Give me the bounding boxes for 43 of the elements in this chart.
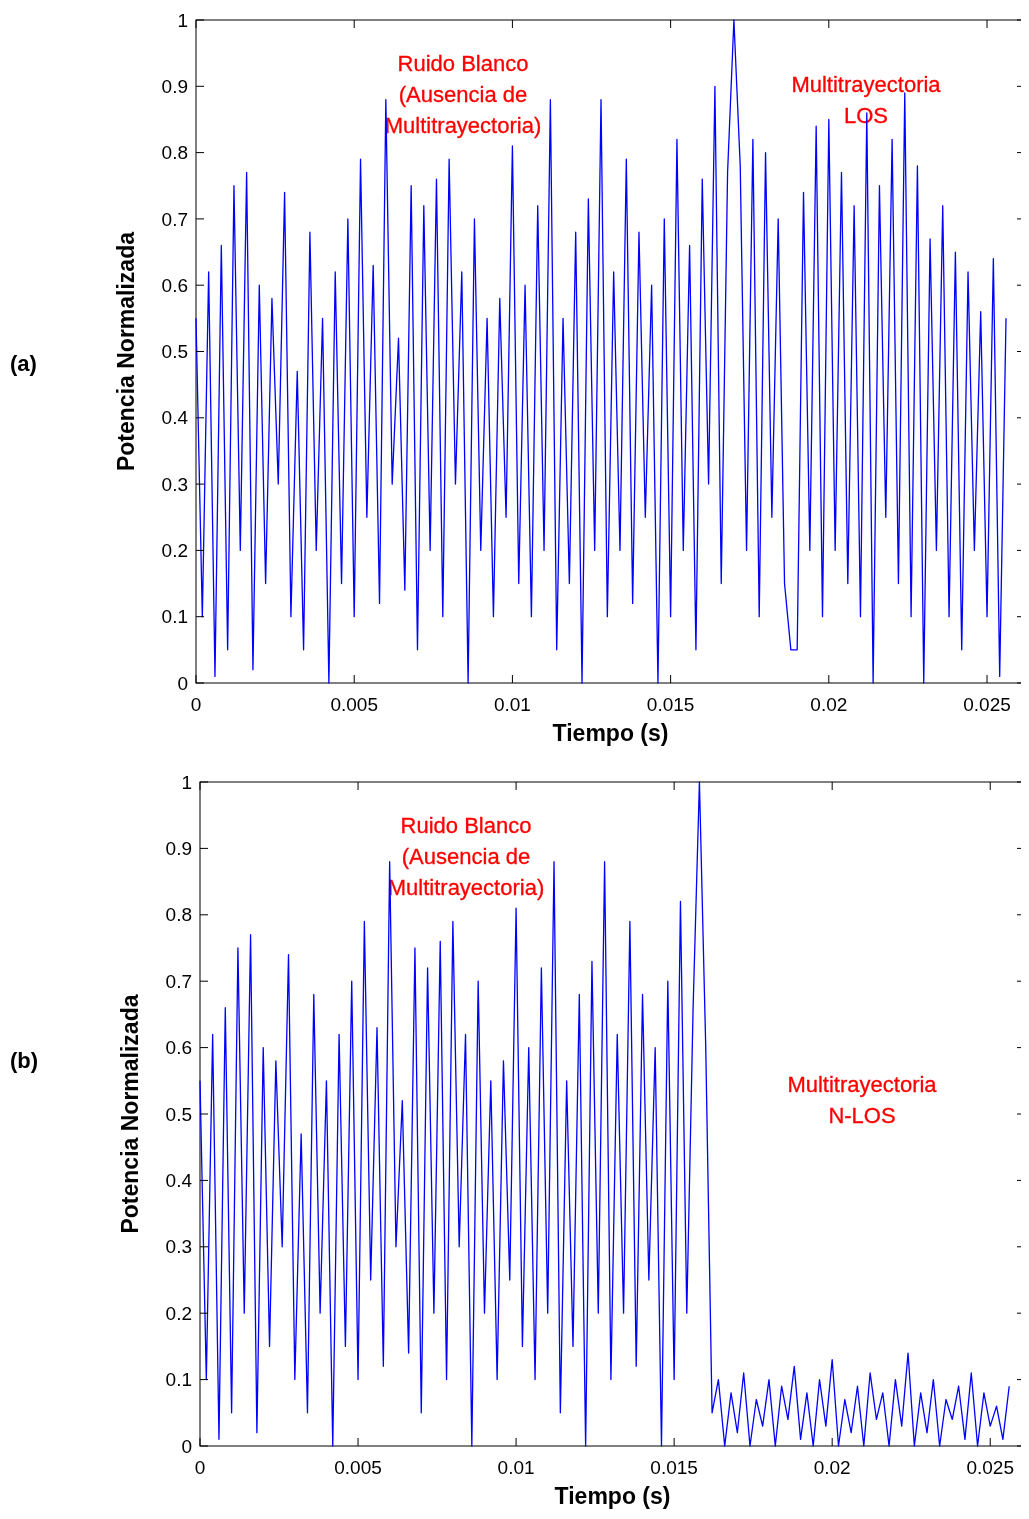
x-tick-label: 0.005 [330,694,378,715]
y-tick-label: 0.2 [161,540,188,562]
y-tick-label: 0.3 [165,1236,192,1258]
y-tick-label: 0.1 [161,606,188,628]
x-tick-label: 0.015 [650,1457,698,1478]
line-series [199,781,1010,1447]
y-tick-label: 0.5 [165,1103,192,1125]
y-tick-label: 0.9 [165,838,192,860]
x-tick-label: 0.025 [963,694,1011,715]
y-axis-title: Potencia Normalizada [113,231,139,472]
y-tick-label: 0.5 [161,341,188,363]
y-tick-label: 0.3 [161,473,188,495]
line-series [195,19,1007,684]
y-tick-label: 0.4 [161,407,189,429]
x-tick-label: 0 [194,1457,206,1478]
y-tick-label: 0.6 [161,274,188,296]
y-tick-label: 0.6 [165,1037,192,1059]
x-axis-title: Tiempo (s) [552,720,669,746]
y-tick-label: 0.2 [165,1302,192,1324]
y-tick-label: 0.7 [161,208,188,230]
x-tick-label: 0.01 [493,694,531,715]
text: (b) [10,1047,39,1073]
y-tick-label: 0.8 [165,904,192,926]
x-tick-label: 0.015 [646,694,695,715]
y-tick-label: 0.7 [165,970,192,992]
annotation: Multitrayectoria LOS [791,72,942,128]
y-tick-label: 0.9 [161,75,188,97]
x-tick-label: 0.02 [813,1457,851,1478]
y-tick-label: 0.8 [161,142,188,164]
x-axis-title: Tiempo (s) [554,1483,671,1509]
y-tick-label: 0.1 [165,1369,192,1391]
x-tick-label: 0.025 [966,1457,1014,1478]
x-tick-label: 0.005 [334,1457,382,1478]
y-tick-label: 0.4 [165,1170,193,1192]
text: (a) [10,350,37,376]
x-tick-label: 0.02 [810,694,848,715]
y-tick-label: 0 [181,1435,192,1457]
y-tick-label: 1 [181,771,192,793]
annotation: Multitrayectoria N-LOS [787,1072,938,1128]
y-tick-label: 0 [177,672,188,694]
y-axis-title: Potencia Normalizada [117,994,143,1234]
x-tick-label: 0.01 [497,1457,535,1478]
y-tick-label: 1 [177,9,188,31]
